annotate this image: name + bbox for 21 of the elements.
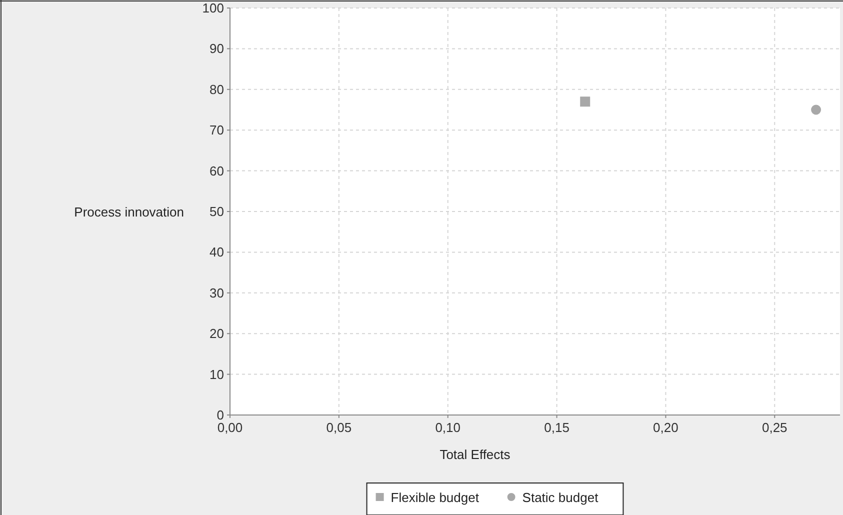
legend-label: Static budget [522,490,599,505]
x-tick-label: 0,10 [435,420,461,435]
y-tick-label: 0 [216,408,224,422]
x-axis-title: Total Effects [440,447,511,462]
y-tick-label: 60 [210,163,224,178]
x-tick-label: 0,25 [762,420,788,435]
y-tick-label: 70 [210,122,224,138]
x-tick-label: 0,20 [653,420,678,435]
x-tick-label: 0,05 [326,420,352,435]
y-tick-label: 50 [210,204,224,219]
y-tick-label: 30 [210,285,224,300]
y-tick-label: 100 [202,0,224,16]
y-tick-label: 90 [210,41,224,56]
x-tick-label: 0,00 [217,420,243,435]
y-axis-title: Process innovation [74,204,184,220]
y-tick-label: 40 [210,244,224,260]
y-tick-label: 80 [210,82,224,97]
y-tick-label: 20 [210,326,224,342]
y-tick-label: 10 [210,366,224,382]
x-tick-label: 0,15 [544,420,570,435]
legend-label: Flexible budget [390,490,480,505]
